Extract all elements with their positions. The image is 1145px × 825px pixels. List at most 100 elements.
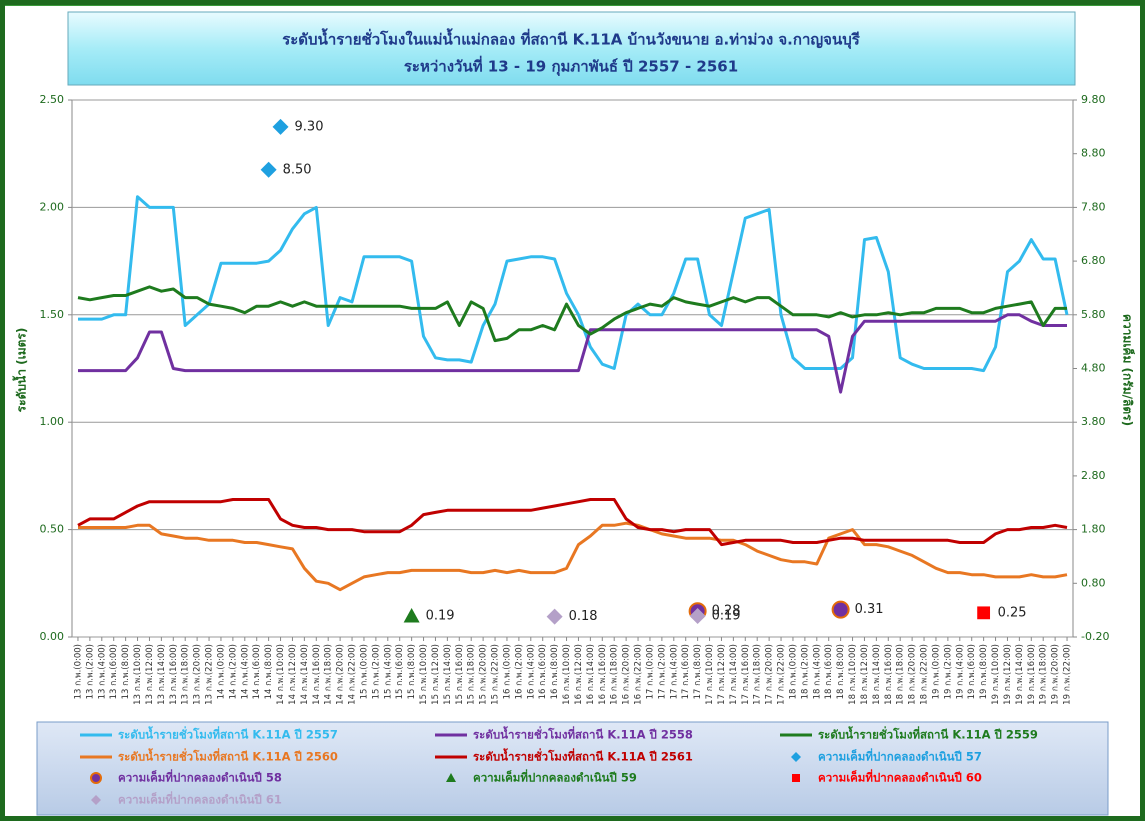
marker-diamond (689, 608, 706, 625)
x-tick-label: 16 ก.พ.(22:00) (634, 644, 644, 705)
x-tick-label: 13 ก.พ.(14:00) (157, 644, 167, 705)
data-label: 9.30 (295, 119, 324, 134)
legend-label: ระดับน้ำรายชั่วโมงที่สถานี K.11A ปี 2559 (818, 726, 1038, 742)
marker-square (792, 774, 800, 782)
x-tick-label: 13 ก.พ.(8:00) (121, 644, 131, 699)
data-label: 0.25 (998, 605, 1027, 620)
x-tick-label: 15 ก.พ.(10:00) (419, 644, 429, 705)
x-tick-label: 15 ก.พ.(14:00) (443, 644, 453, 705)
y2-tick-label: 1.80 (1081, 523, 1106, 536)
x-tick-label: 16 ก.พ.(18:00) (610, 644, 620, 705)
marker-square (977, 606, 991, 620)
x-tick-label: 17 ก.พ.(6:00) (681, 644, 691, 699)
x-tick-label: 18 ก.พ.(8:00) (836, 644, 846, 699)
y-tick-label: 0.00 (40, 630, 65, 643)
x-tick-label: 13 ก.พ.(18:00) (181, 644, 191, 705)
x-tick-label: 13 ก.พ.(16:00) (169, 644, 179, 705)
marker-diamond (91, 795, 101, 805)
x-tick-label: 15 ก.พ.(4:00) (383, 644, 393, 699)
x-tick-label: 15 ก.พ.(0:00) (359, 644, 369, 699)
marker-diamond (272, 118, 289, 135)
marker-diamond (791, 752, 801, 762)
x-tick-label: 18 ก.พ.(0:00) (788, 644, 798, 699)
x-tick-label: 14 ก.พ.(22:00) (348, 644, 358, 705)
x-tick-label: 16 ก.พ.(6:00) (538, 644, 548, 699)
data-label: 0.31 (855, 602, 884, 617)
data-label: 0.19 (712, 609, 741, 624)
marker-diamond (260, 161, 277, 178)
y2-tick-label: 8.80 (1081, 147, 1106, 160)
line-series (78, 195, 1069, 373)
y2-tick-label: 0.80 (1081, 576, 1106, 589)
data-label: 0.19 (426, 609, 455, 624)
x-tick-label: 17 ก.พ.(16:00) (741, 644, 751, 705)
x-tick-label: 14 ก.พ.(4:00) (240, 644, 250, 699)
title-box (67, 11, 1076, 86)
data-label: 8.50 (283, 162, 312, 177)
y-tick-label: 1.50 (40, 308, 65, 321)
legend-label: ความเค็มที่ปากคลองดำเนินปี 60 (818, 769, 982, 785)
y-tick-label: 2.50 (40, 93, 65, 106)
x-tick-label: 13 ก.พ.(2:00) (85, 644, 95, 699)
x-tick-label: 13 ก.พ.(0:00) (73, 644, 83, 699)
marker-circle (831, 600, 850, 619)
x-tick-label: 19 ก.พ.(20:00) (1051, 644, 1061, 705)
x-tick-label: 18 ก.พ.(2:00) (800, 644, 810, 699)
x-tick-label: 16 ก.พ.(16:00) (598, 644, 608, 705)
x-tick-label: 16 ก.พ.(2:00) (514, 644, 524, 699)
x-tick-label: 18 ก.พ.(20:00) (908, 644, 918, 705)
y2-tick-label: 3.80 (1081, 415, 1106, 428)
x-tick-label: 18 ก.พ.(14:00) (872, 644, 882, 705)
legend-label: ระดับน้ำรายชั่วโมงที่สถานี K.11A ปี 2561 (473, 748, 693, 764)
y-tick-label: 1.00 (40, 415, 65, 428)
data-label: 0.18 (569, 609, 598, 624)
line-series (78, 521, 1068, 592)
x-tick-label: 19 ก.พ.(22:00) (1063, 644, 1073, 705)
y2-tick-label: 4.80 (1081, 362, 1106, 375)
x-tick-label: 17 ก.พ.(0:00) (645, 644, 655, 699)
x-tick-label: 19 ก.พ.(16:00) (1027, 644, 1037, 705)
x-tick-label: 13 ก.พ.(22:00) (205, 644, 215, 705)
x-tick-label: 17 ก.พ.(22:00) (777, 644, 787, 705)
x-tick-label: 15 ก.พ.(12:00) (431, 644, 441, 705)
marker-diamond (546, 608, 563, 625)
x-tick-label: 13 ก.พ.(10:00) (133, 644, 143, 705)
legend-label: ความเค็มที่ปากคลองดำเนินปี 57 (818, 748, 982, 764)
x-tick-label: 19 ก.พ.(2:00) (943, 644, 953, 699)
x-tick-label: 14 ก.พ.(12:00) (288, 644, 298, 705)
x-tick-label: 17 ก.พ.(20:00) (765, 644, 775, 705)
x-tick-label: 19 ก.พ.(6:00) (967, 644, 977, 699)
x-tick-label: 14 ก.พ.(18:00) (324, 644, 334, 705)
x-tick-label: 17 ก.พ.(2:00) (657, 644, 667, 699)
y-tick-label: 2.00 (40, 200, 65, 213)
x-tick-label: 15 ก.พ.(2:00) (371, 644, 381, 699)
x-tick-label: 14 ก.พ.(6:00) (252, 644, 262, 699)
x-tick-label: 19 ก.พ.(0:00) (931, 644, 941, 699)
x-tick-label: 18 ก.พ.(16:00) (884, 644, 894, 705)
y2-tick-label: 9.80 (1081, 93, 1106, 106)
x-tick-label: 16 ก.พ.(14:00) (586, 644, 596, 705)
y-axis-title: ระดับน้ำ (เมตร) (12, 328, 29, 413)
x-tick-label: 16 ก.พ.(4:00) (526, 644, 536, 699)
marker-triangle (446, 773, 456, 782)
x-tick-label: 17 ก.พ.(4:00) (669, 644, 679, 699)
x-tick-label: 18 ก.พ.(6:00) (824, 644, 834, 699)
x-tick-label: 19 ก.พ.(10:00) (991, 644, 1001, 705)
plot-border (71, 99, 1074, 638)
x-tick-label: 15 ก.พ.(6:00) (395, 644, 405, 699)
chart-title: ระดับน้ำรายชั่วโมงในแม่น้ำแม่กลอง ที่สถา… (282, 28, 861, 50)
data-label: 0.28 (712, 604, 741, 619)
x-tick-label: 17 ก.พ.(10:00) (705, 644, 715, 705)
line-series (78, 313, 1067, 394)
legend-box (36, 721, 1109, 816)
x-tick-label: 18 ก.พ.(10:00) (848, 644, 858, 705)
legend-label: ความเค็มที่ปากคลองดำเนินปี 59 (473, 769, 637, 785)
x-tick-label: 19 ก.พ.(14:00) (1015, 644, 1025, 705)
x-tick-label: 17 ก.พ.(8:00) (693, 644, 703, 699)
x-tick-label: 16 ก.พ.(12:00) (574, 644, 584, 705)
x-tick-label: 18 ก.พ.(18:00) (896, 644, 906, 705)
y-tick-label: 0.50 (40, 523, 65, 536)
y2-tick-label: -0.20 (1081, 630, 1109, 643)
chart-subtitle: ระหว่างวันที่ 13 - 19 กุมภาพันธ์ ปี 2557… (404, 56, 738, 77)
x-tick-label: 18 ก.พ.(22:00) (920, 644, 930, 705)
